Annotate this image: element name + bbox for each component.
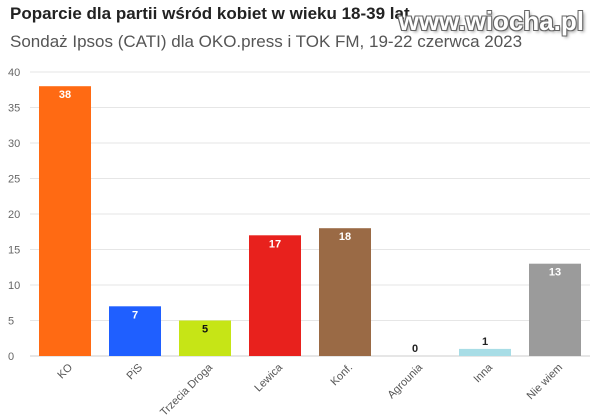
category-label: Trzecia Droga xyxy=(158,361,216,419)
y-tick-label: 15 xyxy=(8,245,20,257)
bar-trzecia-droga xyxy=(179,320,231,356)
category-label: Lewica xyxy=(252,361,285,394)
value-label: 18 xyxy=(339,231,351,243)
value-label: 1 xyxy=(482,336,488,348)
bar-pis xyxy=(109,306,161,356)
y-tick-label: 35 xyxy=(8,103,20,115)
chart-title: Poparcie dla partii wśród kobiet w wieku… xyxy=(10,4,410,23)
y-tick-label: 30 xyxy=(8,138,20,150)
category-label: Konf. xyxy=(328,362,355,389)
value-label: 13 xyxy=(549,267,561,279)
category-label: KO xyxy=(55,361,75,381)
bar-nie-wiem xyxy=(529,263,581,356)
value-label: 7 xyxy=(132,309,138,321)
y-tick-label: 5 xyxy=(8,316,14,328)
value-label: 0 xyxy=(412,343,418,355)
value-label: 17 xyxy=(269,238,281,250)
watermark-logo: www.wiocha.pl xyxy=(398,6,584,36)
category-label: Agrounia xyxy=(385,361,425,401)
category-label: Inna xyxy=(471,361,495,385)
chart-subtitle: Sondaż Ipsos (CATI) dla OKO.press i TOK … xyxy=(10,32,523,51)
bar-inna xyxy=(459,348,511,356)
y-tick-label: 0 xyxy=(8,351,14,363)
category-label: PiS xyxy=(125,362,146,383)
category-label: Nie wiem xyxy=(525,362,565,402)
y-tick-label: 10 xyxy=(8,280,20,292)
y-tick-label: 40 xyxy=(8,67,20,79)
value-label: 5 xyxy=(202,324,208,336)
bar-konf- xyxy=(319,228,371,356)
bar-ko xyxy=(39,86,91,356)
y-tick-label: 20 xyxy=(8,209,20,221)
y-tick-label: 25 xyxy=(8,174,20,186)
value-label: 38 xyxy=(59,89,71,101)
bar-lewica xyxy=(249,235,301,356)
